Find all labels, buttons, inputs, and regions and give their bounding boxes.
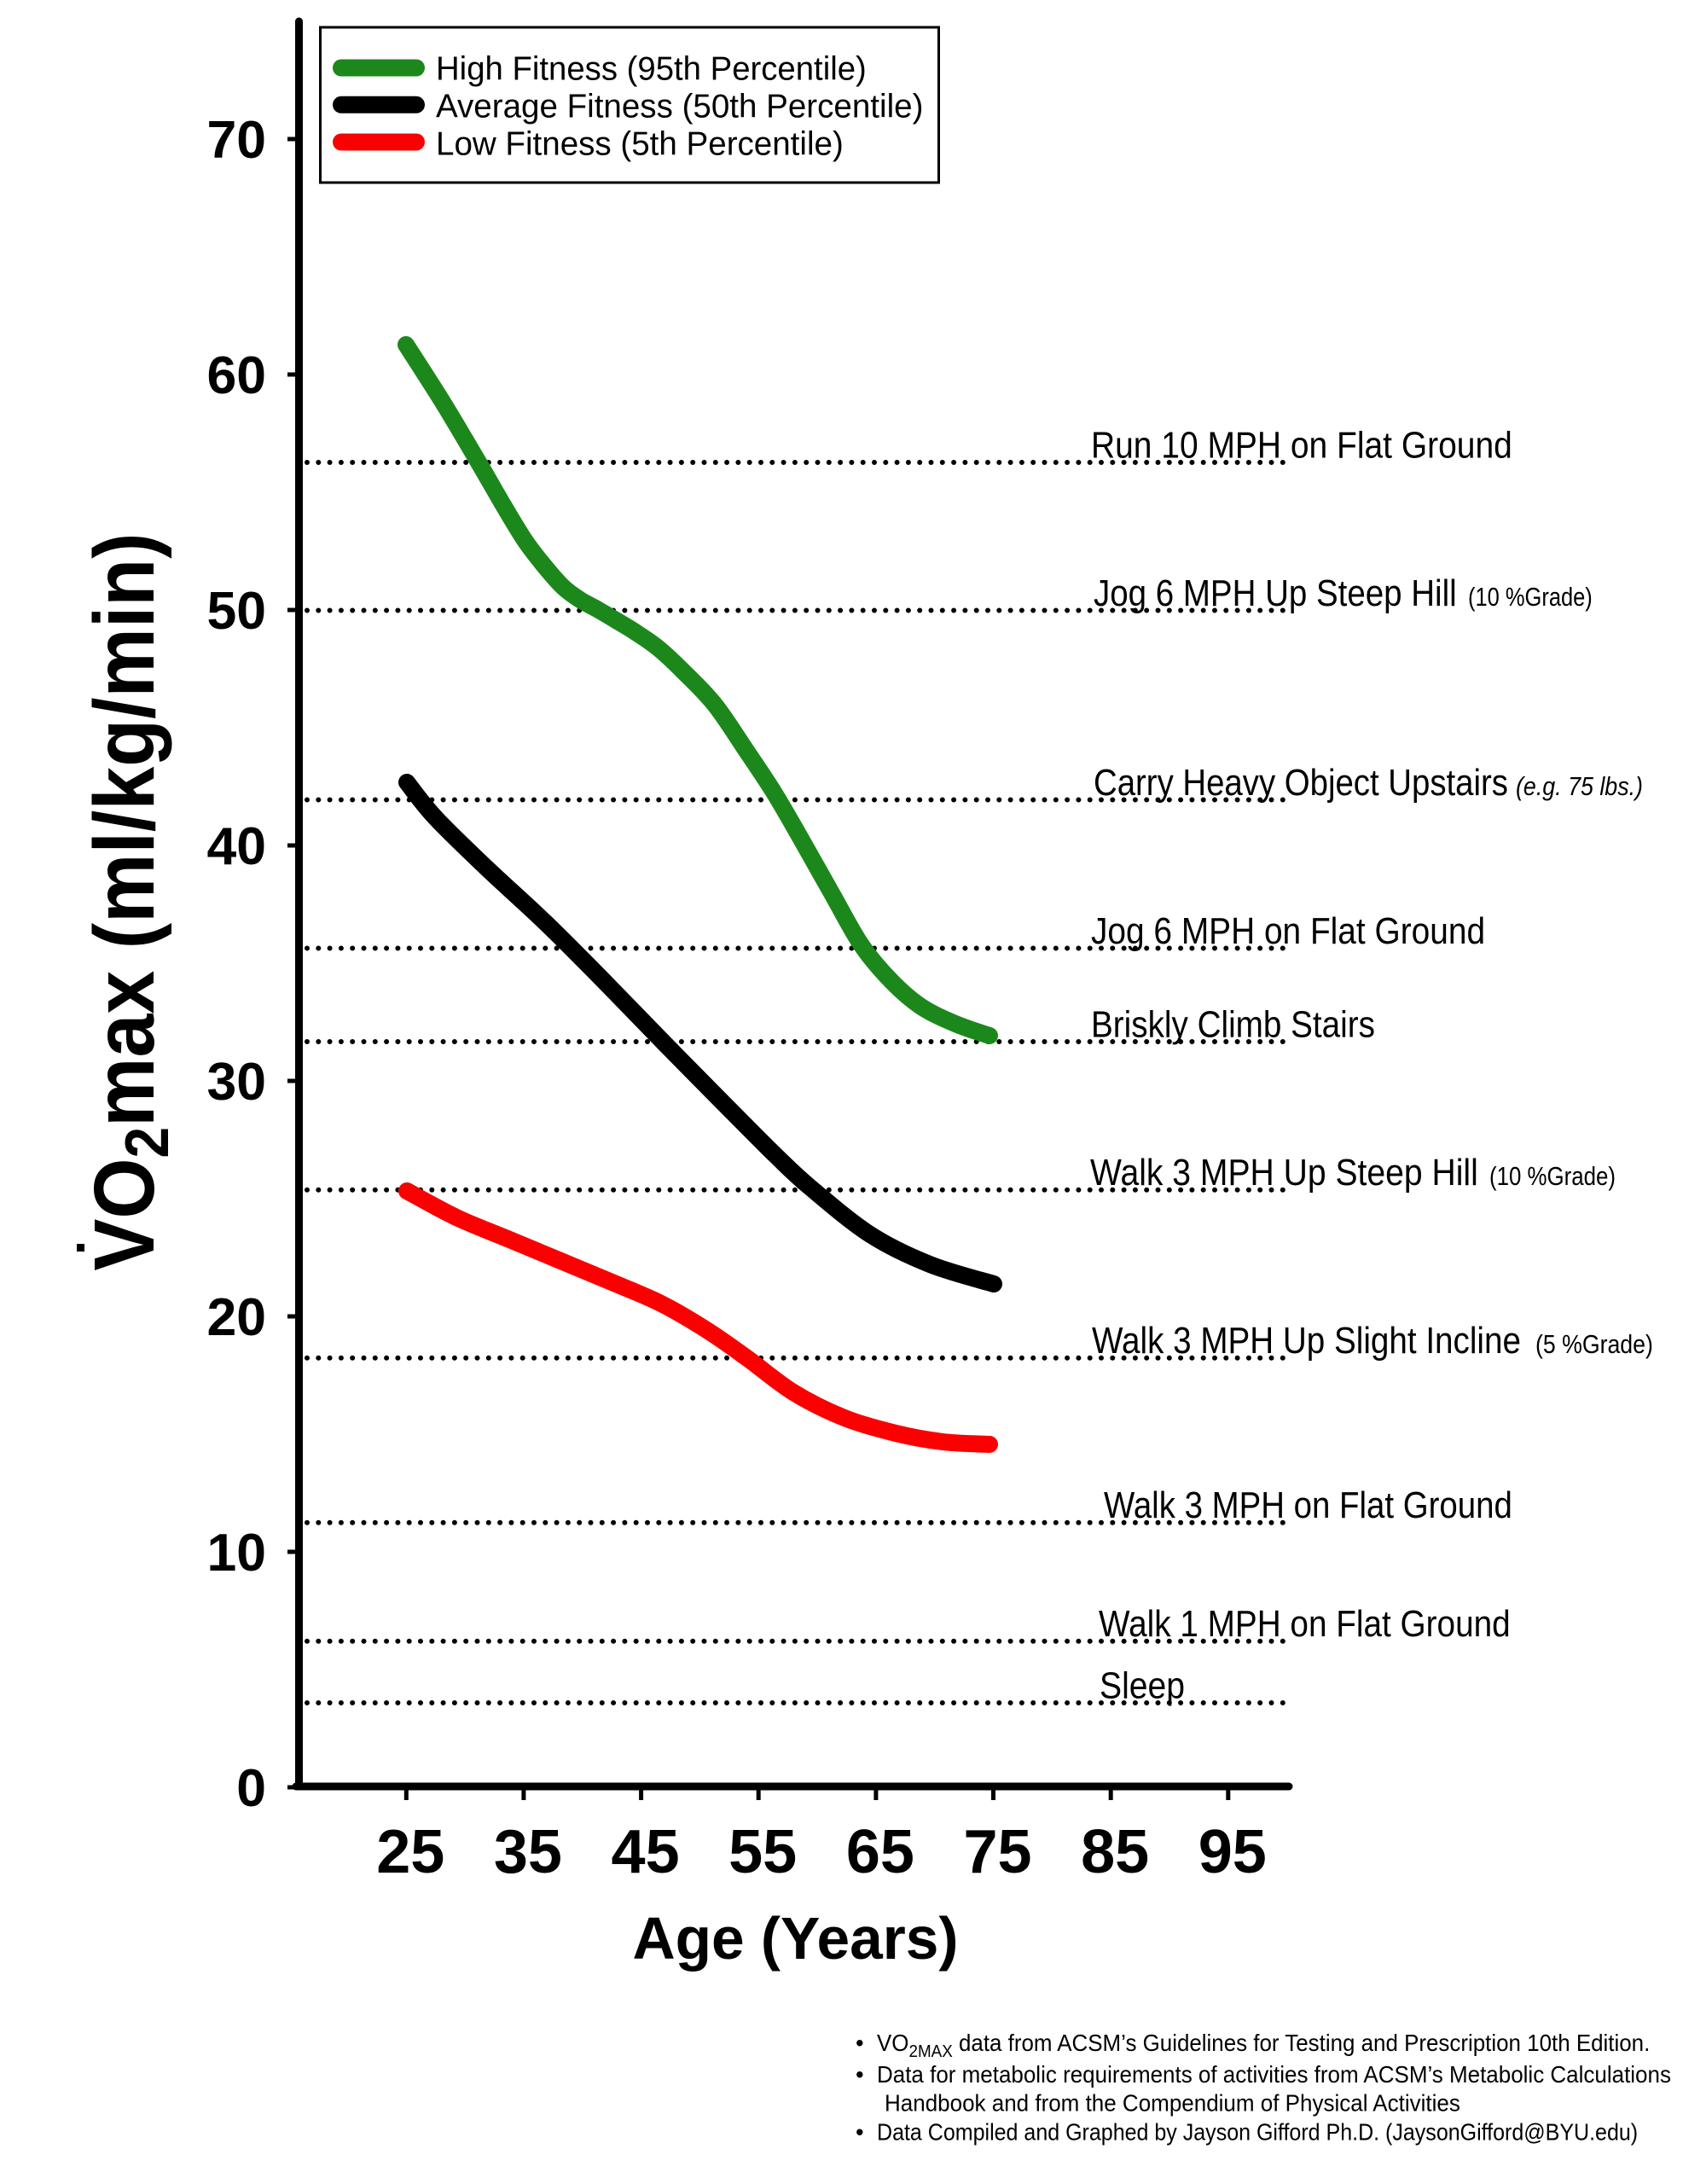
svg-text:10: 10	[206, 1523, 266, 1583]
svg-text:20: 20	[206, 1287, 266, 1347]
svg-text:85: 85	[1081, 1818, 1149, 1886]
svg-text:Walk 3 MPH Up Slight Incline: Walk 3 MPH Up Slight Incline	[1092, 1320, 1521, 1362]
svg-text:Average Fitness (50th Percenti: Average Fitness (50th Percentile)	[436, 88, 923, 125]
svg-text:70: 70	[206, 110, 266, 170]
svg-text:95: 95	[1198, 1818, 1267, 1886]
svg-text:Handbook and from the Compendi: Handbook and from the Compendium of Phys…	[885, 2090, 1460, 2117]
svg-text:65: 65	[846, 1818, 914, 1886]
svg-text:30: 30	[206, 1052, 266, 1112]
svg-text:•: •	[856, 2030, 864, 2056]
svg-text:25: 25	[376, 1818, 444, 1886]
svg-text:Carry Heavy Object Upstairs: Carry Heavy Object Upstairs	[1094, 762, 1508, 804]
svg-text:50: 50	[206, 581, 266, 641]
svg-text:(10 %Grade): (10 %Grade)	[1468, 583, 1593, 613]
svg-text:VO2MAX data from ACSM’s Guidel: VO2MAX data from ACSM’s Guidelines for T…	[877, 2030, 1650, 2061]
svg-text:Walk 3 MPH on Flat Ground: Walk 3 MPH on Flat Ground	[1104, 1484, 1512, 1526]
svg-text:(5 %Grade): (5 %Grade)	[1535, 1330, 1653, 1359]
svg-text:•: •	[856, 2061, 864, 2088]
svg-text:75: 75	[963, 1818, 1031, 1886]
svg-text:Age (Years): Age (Years)	[632, 1905, 958, 1972]
svg-text:(10 %Grade): (10 %Grade)	[1489, 1162, 1616, 1192]
svg-text:35: 35	[494, 1818, 562, 1886]
svg-text:Jog 6 MPH on Flat Ground: Jog 6 MPH on Flat Ground	[1091, 909, 1485, 952]
svg-text:60: 60	[206, 346, 266, 405]
svg-text:45: 45	[612, 1818, 680, 1886]
svg-text:High Fitness (95th Percentile): High Fitness (95th Percentile)	[436, 50, 867, 87]
svg-text:0: 0	[236, 1758, 266, 1818]
svg-text:VO2max (ml/kg/min): VO2max (ml/kg/min)	[77, 532, 181, 1270]
svg-text:Sleep: Sleep	[1100, 1664, 1185, 1706]
svg-text:40: 40	[206, 816, 266, 876]
svg-text:Data Compiled and Graphed by J: Data Compiled and Graphed by Jayson Giff…	[877, 2118, 1638, 2145]
svg-text:(e.g. 75 lbs.): (e.g. 75 lbs.)	[1516, 772, 1643, 801]
svg-text:Walk 3 MPH Up Steep Hill: Walk 3 MPH Up Steep Hill	[1090, 1151, 1478, 1194]
svg-text:Jog 6 MPH Up Steep Hill: Jog 6 MPH Up Steep Hill	[1094, 572, 1457, 614]
svg-text:Data for metabolic requirement: Data for metabolic requirements of activ…	[877, 2061, 1671, 2088]
svg-text:•: •	[856, 2119, 864, 2146]
svg-text:Low Fitness (5th Percentile): Low Fitness (5th Percentile)	[436, 125, 844, 162]
svg-text:Walk 1 MPH on Flat Ground: Walk 1 MPH on Flat Ground	[1099, 1602, 1511, 1645]
svg-text:Run 10 MPH on Flat Ground: Run 10 MPH on Flat Ground	[1091, 423, 1512, 466]
svg-text:55: 55	[728, 1818, 797, 1886]
svg-text:Briskly Climb Stairs: Briskly Climb Stairs	[1091, 1003, 1375, 1045]
